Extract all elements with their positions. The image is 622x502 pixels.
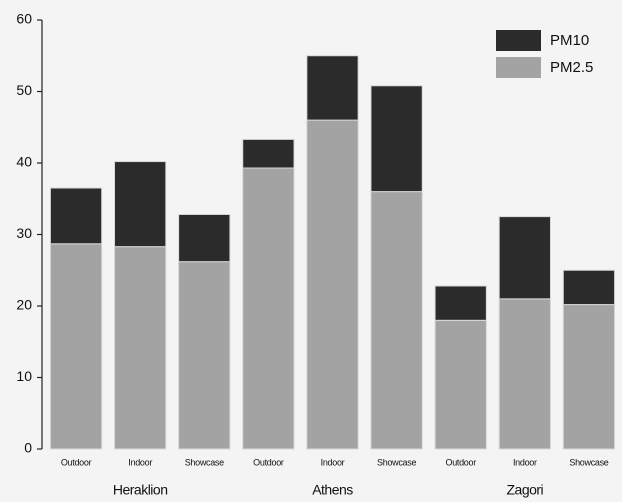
bar-segment bbox=[434, 285, 487, 321]
y-tick-label: 30 bbox=[16, 225, 32, 241]
bar-segment bbox=[370, 191, 423, 450]
x-tick-label: Showcase bbox=[377, 457, 416, 467]
bar-segment bbox=[242, 167, 295, 450]
x-tick-label: Showcase bbox=[185, 457, 224, 467]
x-tick-label: Showcase bbox=[569, 457, 608, 467]
bar-segment bbox=[114, 161, 167, 248]
bar-segment bbox=[498, 298, 551, 450]
bar-segment bbox=[434, 319, 487, 450]
bar-segment bbox=[49, 243, 103, 450]
bar-segment bbox=[178, 213, 231, 263]
x-tick-label: Outdoor bbox=[253, 457, 284, 467]
bar-segment bbox=[178, 261, 231, 450]
bar-segment bbox=[49, 187, 103, 245]
bar-segment bbox=[242, 138, 295, 169]
bar-segment bbox=[114, 246, 167, 450]
group-label: Athens bbox=[312, 482, 353, 498]
bar-segment bbox=[562, 269, 616, 306]
x-tick-label: Outdoor bbox=[446, 457, 477, 467]
group-label: Zagori bbox=[506, 482, 543, 498]
legend-label: PM2.5 bbox=[550, 59, 593, 76]
y-tick-label: 40 bbox=[16, 154, 32, 170]
y-tick-label: 10 bbox=[16, 368, 32, 384]
group-label: Heraklion bbox=[113, 482, 168, 498]
x-tick-label: Indoor bbox=[321, 457, 345, 467]
x-tick-label: Indoor bbox=[128, 457, 152, 467]
bar-segment bbox=[498, 216, 551, 300]
legend-swatch bbox=[496, 57, 541, 78]
legend-swatch bbox=[496, 30, 541, 51]
y-tick-label: 20 bbox=[16, 297, 32, 313]
y-tick-label: 50 bbox=[16, 82, 32, 98]
bar-segment bbox=[306, 55, 359, 121]
bar-segment bbox=[306, 119, 359, 450]
bar-segment bbox=[370, 85, 423, 193]
legend-label: PM10 bbox=[550, 32, 589, 49]
x-tick-label: Indoor bbox=[513, 457, 537, 467]
bar-segment bbox=[562, 304, 616, 450]
y-tick-label: 60 bbox=[16, 11, 32, 27]
x-tick-label: Outdoor bbox=[61, 457, 92, 467]
y-tick-label: 0 bbox=[24, 440, 32, 456]
